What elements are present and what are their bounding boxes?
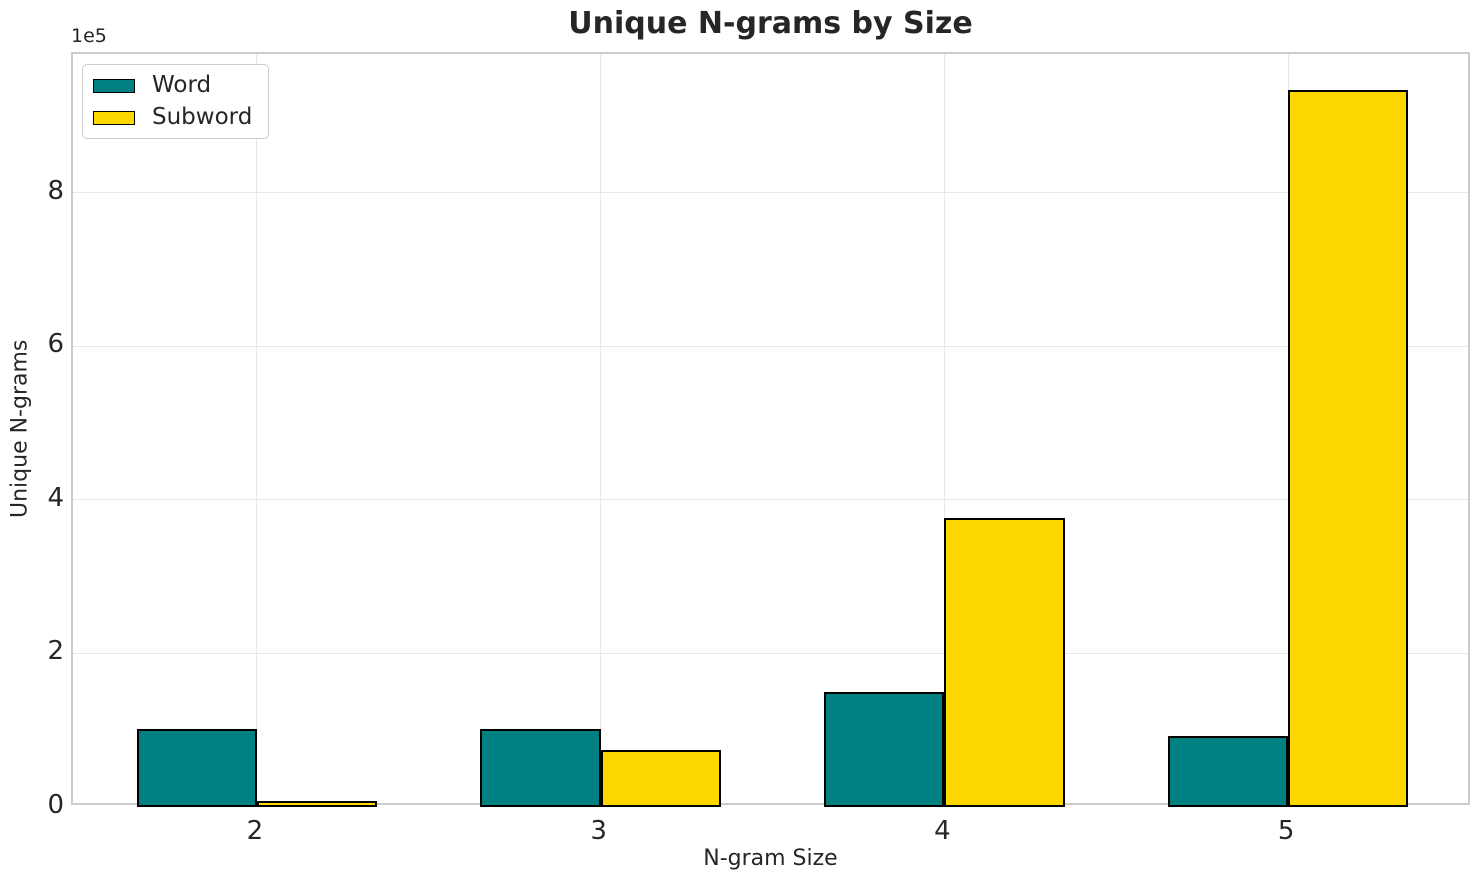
legend-swatch-subword xyxy=(93,110,135,125)
y-tick-label: 6 xyxy=(47,329,64,360)
y-axis-label: Unique N-grams xyxy=(7,339,33,518)
bar-subword-4 xyxy=(944,517,1065,807)
plot-area: Word Subword xyxy=(71,52,1470,807)
chart-title: Unique N-grams by Size xyxy=(568,6,973,41)
x-tick-label: 2 xyxy=(246,816,264,846)
bar-subword-3 xyxy=(600,750,721,807)
x-axis-label: N-gram Size xyxy=(703,846,838,871)
bar-word-4 xyxy=(824,691,945,807)
y-gridline xyxy=(73,345,1468,347)
legend-label-subword: Subword xyxy=(152,104,253,130)
x-gridline xyxy=(943,54,945,803)
x-tick-label: 3 xyxy=(590,816,607,846)
x-tick-label: 5 xyxy=(1277,816,1295,846)
legend-item-subword: Subword xyxy=(93,106,252,129)
bar-subword-5 xyxy=(1288,89,1409,807)
legend-item-word: Word xyxy=(93,74,252,97)
bar-word-2 xyxy=(136,728,257,807)
legend-swatch-word xyxy=(93,78,135,93)
y-tick-label: 4 xyxy=(47,482,64,513)
legend: Word Subword xyxy=(82,64,270,139)
y-gridline xyxy=(73,652,1468,654)
x-tick-label: 4 xyxy=(934,816,951,846)
x-gridline xyxy=(256,54,258,803)
y-tick-label: 2 xyxy=(47,636,64,667)
y-tick-label: 0 xyxy=(47,790,64,820)
bar-subword-2 xyxy=(256,801,378,807)
x-gridline xyxy=(600,54,602,803)
legend-label-word: Word xyxy=(152,72,212,98)
y-gridline xyxy=(73,192,1468,194)
y-tick-label: 8 xyxy=(47,175,64,206)
bar-word-3 xyxy=(480,729,601,807)
y-axis-offset-text: 1e5 xyxy=(71,25,107,47)
bar-word-5 xyxy=(1167,735,1289,807)
y-gridline xyxy=(73,499,1468,501)
